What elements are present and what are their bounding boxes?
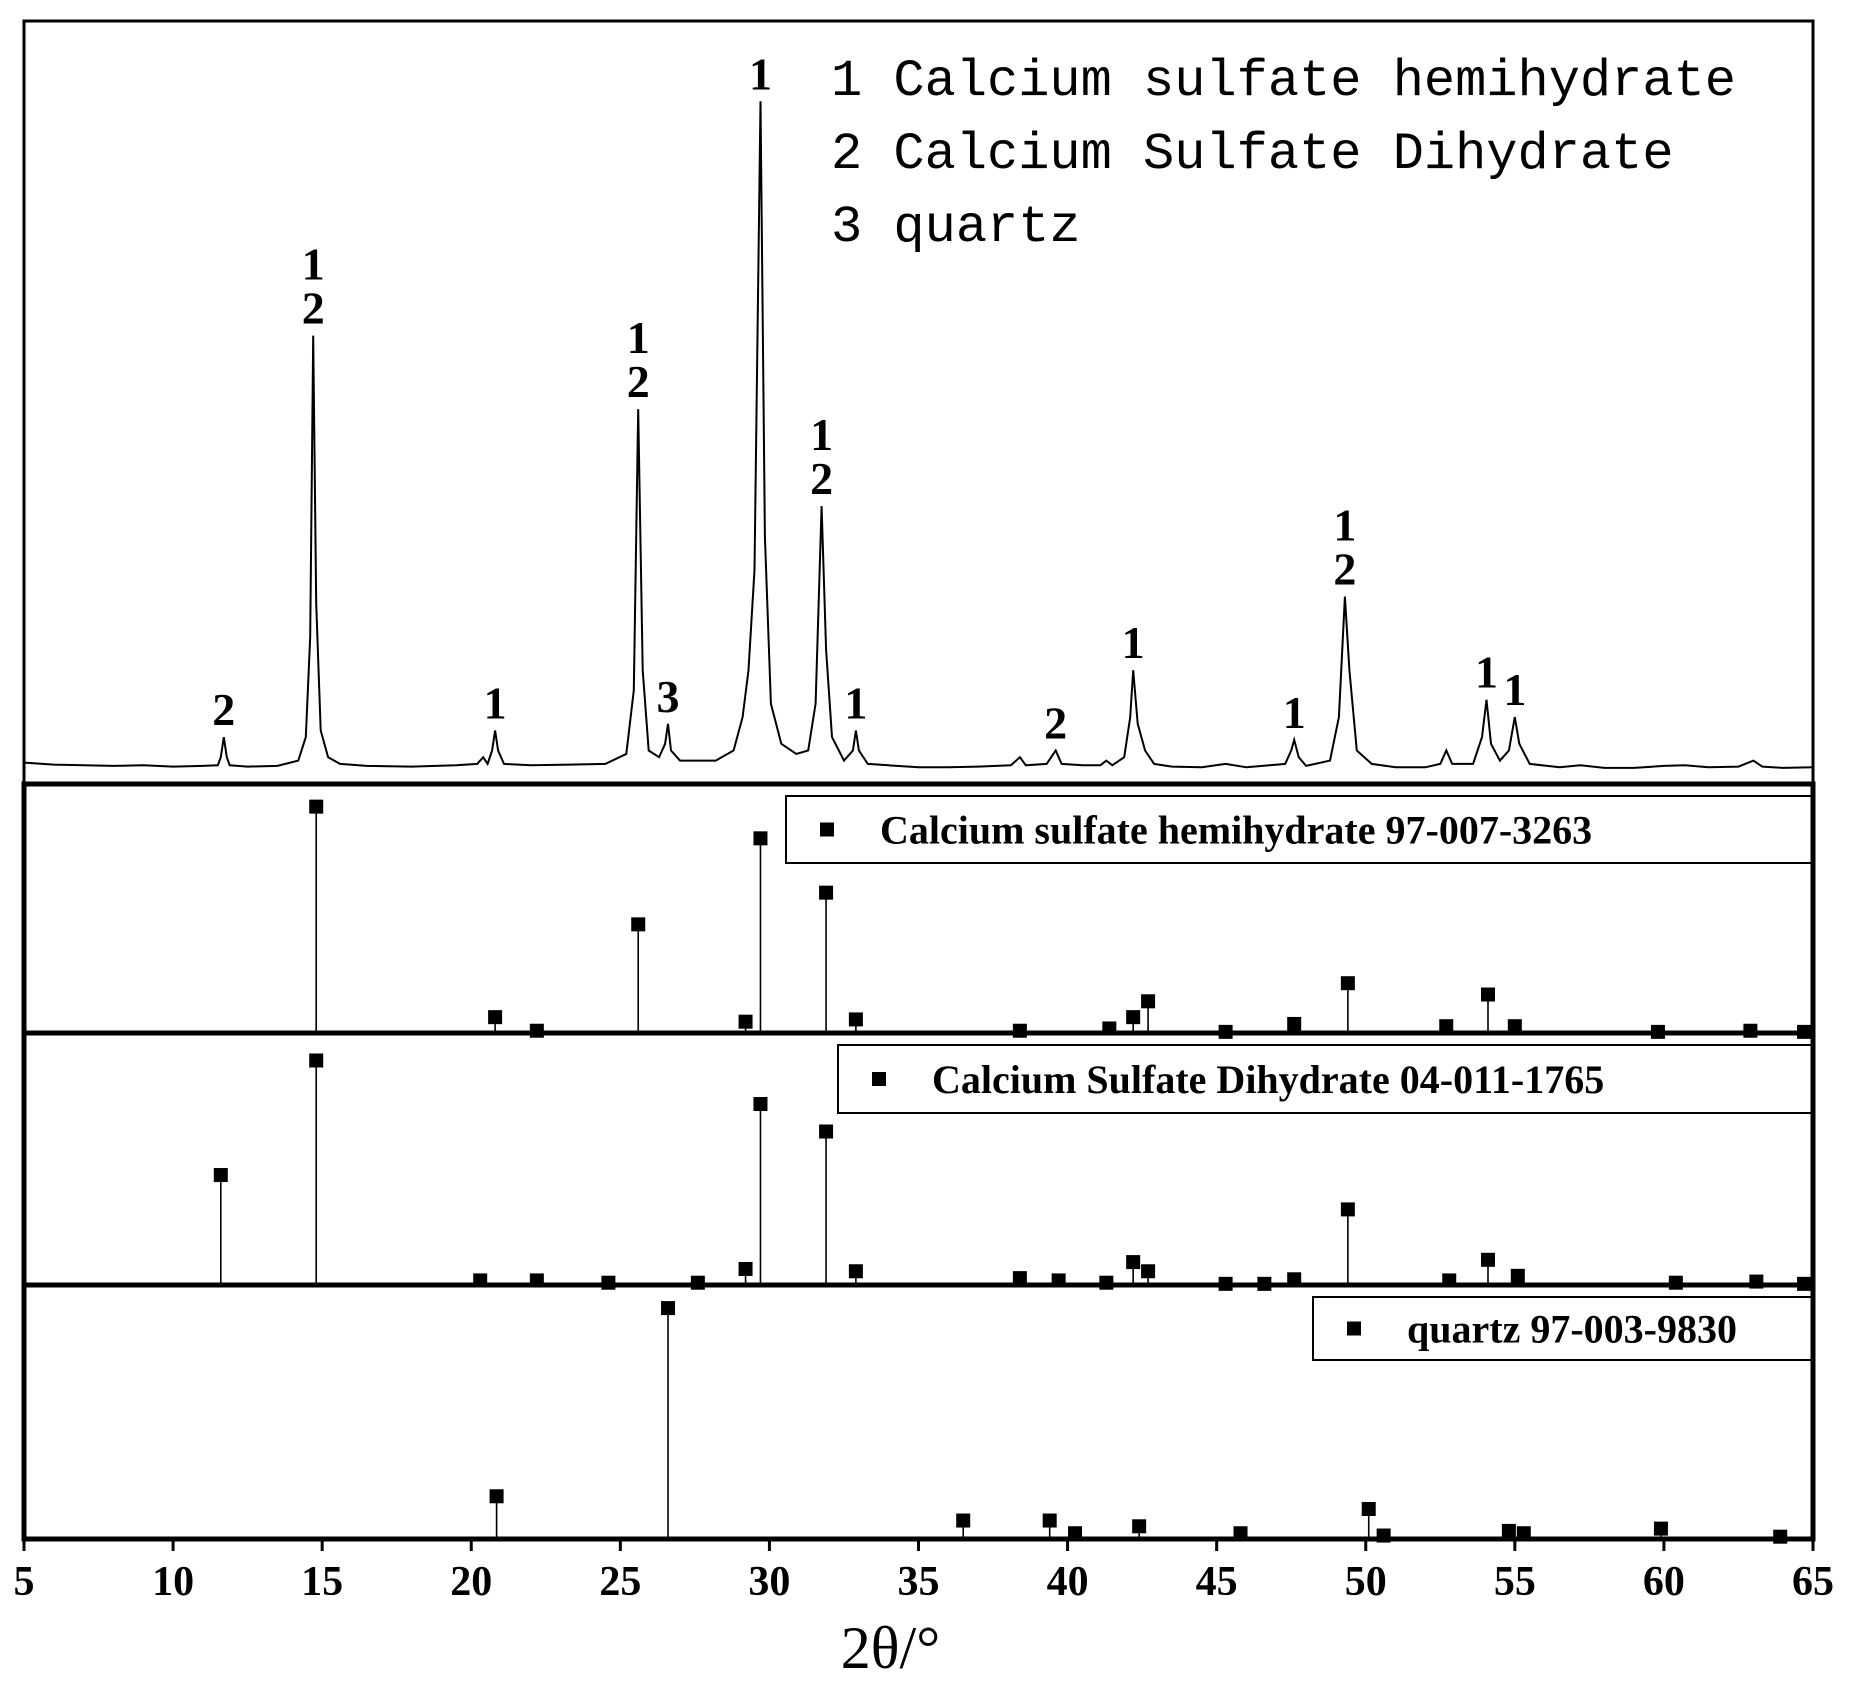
stick-marker — [1287, 1016, 1302, 1031]
stick-marker — [1132, 1519, 1147, 1534]
x-tick-label: 40 — [1047, 1559, 1089, 1605]
stick-marker — [309, 799, 324, 814]
x-tick-label: 10 — [152, 1559, 194, 1605]
phase-key: 2 Calcium Sulfate Dihydrate — [831, 125, 1674, 184]
stick-marker — [489, 1489, 504, 1504]
stick-marker — [1126, 1010, 1141, 1025]
x-tick-label: 60 — [1643, 1559, 1685, 1605]
x-tick-label: 50 — [1345, 1559, 1387, 1605]
stick-marker — [1126, 1255, 1141, 1270]
stick-marker — [213, 1168, 228, 1183]
legend-marker — [872, 1072, 886, 1086]
peak-label: 2 — [302, 283, 325, 334]
peak-label: 1 — [1503, 664, 1526, 715]
peak-label: 1 — [1122, 617, 1145, 668]
peak-label: 1 — [1475, 647, 1498, 698]
peak-label: 2 — [810, 453, 833, 504]
x-axis-title: 2θ/° — [841, 1615, 940, 1681]
stick-marker — [848, 1012, 863, 1027]
stick-marker — [1507, 1019, 1522, 1034]
x-tick-label: 5 — [14, 1559, 35, 1605]
stick-marker — [1141, 1264, 1156, 1279]
stick-marker — [488, 1010, 503, 1025]
stick-marker — [1340, 1202, 1355, 1217]
peak-label: 2 — [212, 684, 235, 735]
stick-marker — [1361, 1501, 1376, 1516]
legend-label: Calcium Sulfate Dihydrate 04-011-1765 — [932, 1057, 1604, 1102]
xrd-pattern — [23, 101, 1814, 769]
stick-marker — [309, 1053, 324, 1068]
stick-marker — [1042, 1513, 1057, 1528]
stick-marker — [1439, 1019, 1454, 1034]
stick-marker — [1340, 976, 1355, 991]
x-tick-label: 15 — [301, 1559, 343, 1605]
legend-label: quartz 97-003-9830 — [1407, 1307, 1737, 1352]
stick-marker — [1480, 987, 1495, 1002]
peak-label: 1 — [1333, 500, 1356, 551]
peak-label: 1 — [302, 239, 325, 290]
legend-box — [785, 795, 1814, 864]
peak-label: 2 — [627, 356, 650, 407]
x-tick-label: 55 — [1494, 1559, 1536, 1605]
stick-marker — [738, 1014, 753, 1029]
x-tick-label: 20 — [450, 1559, 492, 1605]
stick-marker — [848, 1264, 863, 1279]
x-tick-label: 45 — [1196, 1559, 1238, 1605]
legend-label: Calcium sulfate hemihydrate 97-007-3263 — [880, 808, 1592, 853]
x-tick-label: 30 — [748, 1559, 790, 1605]
peak-label: 1 — [1283, 687, 1306, 738]
legend-marker — [1347, 1321, 1361, 1336]
stick-marker — [753, 831, 768, 846]
peak-label: 1 — [810, 409, 833, 460]
stick-marker — [1012, 1271, 1027, 1286]
stick-marker — [661, 1301, 676, 1316]
stick-marker — [1510, 1268, 1525, 1283]
x-tick-label: 35 — [898, 1559, 940, 1605]
peak-label: 1 — [749, 48, 772, 99]
stick-marker — [1480, 1252, 1495, 1267]
stick-marker — [1141, 994, 1156, 1009]
peak-label: 2 — [1333, 544, 1356, 595]
phase-key: 3 quartz — [831, 198, 1081, 257]
peak-label: 2 — [1044, 698, 1067, 749]
stick-marker — [753, 1097, 768, 1112]
stick-marker — [1501, 1523, 1516, 1538]
stick-marker — [956, 1513, 971, 1528]
stick-marker — [819, 1124, 834, 1139]
stick-marker — [819, 885, 834, 900]
phase-key: 1 Calcium sulfate hemihydrate — [831, 52, 1736, 111]
stick-marker — [738, 1261, 753, 1276]
peak-label: 1 — [484, 677, 507, 728]
peak-label: 1 — [844, 677, 867, 728]
peak-label: 3 — [657, 671, 680, 722]
peak-label: 1 — [627, 312, 650, 363]
legend-marker — [820, 822, 834, 837]
stick-marker — [631, 917, 646, 932]
x-tick-label: 25 — [599, 1559, 641, 1605]
x-tick-label: 65 — [1792, 1559, 1834, 1605]
legend-box — [837, 1044, 1814, 1114]
stick-marker — [1653, 1521, 1668, 1536]
